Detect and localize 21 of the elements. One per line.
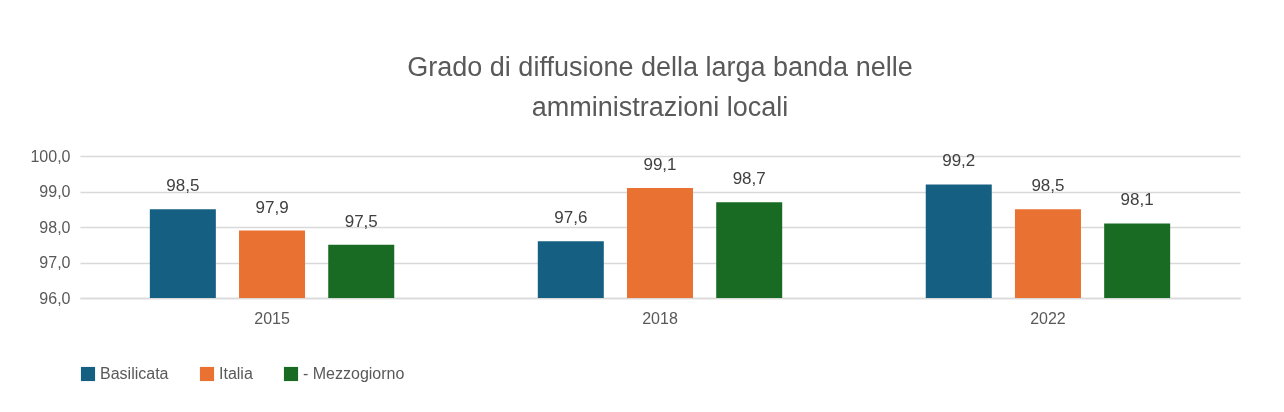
- data-label: 99,2: [942, 151, 976, 171]
- chart-title: Grado di diffusione della larga banda nelle amministrazioni locali: [407, 52, 913, 122]
- y-tick-label: 97,0: [39, 254, 71, 271]
- legend-label: Basilicata: [100, 365, 169, 382]
- y-tick-label: 96,0: [39, 289, 71, 307]
- data-label: 97,5: [344, 211, 378, 231]
- legend-label: Italia: [219, 365, 253, 382]
- x-tick-label: 2015: [254, 309, 290, 327]
- data-label: 98,7: [732, 169, 766, 189]
- legend-label: - Mezzogiorno: [303, 365, 405, 382]
- data-label: 98,5: [1031, 176, 1065, 196]
- y-tick-label: 100,0: [30, 147, 71, 165]
- data-label: 97,9: [255, 197, 289, 217]
- data-label: 98,5: [166, 176, 200, 196]
- data-label: 99,1: [643, 154, 677, 174]
- x-tick-label: 2018: [642, 309, 678, 327]
- data-label: 98,1: [1120, 190, 1154, 210]
- x-tick-label: 2022: [1030, 309, 1066, 327]
- y-tick-label: 98,0: [39, 218, 71, 236]
- data-label: 97,6: [554, 208, 588, 228]
- y-tick-label: 99,0: [39, 183, 71, 200]
